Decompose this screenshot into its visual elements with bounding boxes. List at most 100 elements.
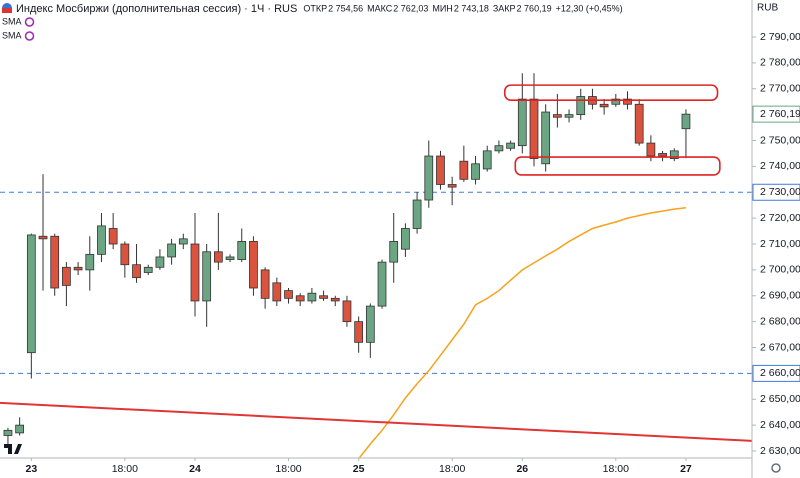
- candle-body: [658, 153, 667, 157]
- ohlc-value: 2 743,18: [454, 3, 489, 13]
- flag-icon-red: [2, 8, 12, 13]
- candle-body: [599, 103, 609, 108]
- y-tick-label: 2 770,00: [760, 83, 800, 95]
- annotation-rectangle: [503, 84, 719, 101]
- y-tick-label: 2 720,00: [760, 212, 800, 224]
- candle-body: [623, 98, 632, 105]
- candle-body: [447, 184, 457, 188]
- candle-body: [295, 295, 305, 302]
- ohlc-value: 2 760,19: [517, 3, 552, 13]
- y-tick-label: 2 750,00: [760, 134, 800, 146]
- logo-shape: [4, 444, 22, 454]
- candle-body: [365, 305, 375, 343]
- candle-body: [412, 199, 422, 229]
- candle-body: [190, 243, 200, 302]
- indicator-line: [0, 401, 752, 442]
- ohlc-value: 2 762,03: [393, 3, 428, 13]
- candle-body: [38, 235, 48, 240]
- candle-body: [459, 160, 469, 180]
- candle-body: [576, 96, 586, 116]
- candle-body: [120, 243, 130, 266]
- candle-body: [237, 241, 247, 260]
- candle-body: [342, 300, 352, 323]
- candle-body: [213, 251, 223, 263]
- candle-body: [307, 292, 317, 302]
- candle-body: [517, 98, 527, 147]
- symbol-title: Индекс Мосбиржи (дополнительная сессия) …: [16, 3, 297, 15]
- x-tick-label: 26: [516, 463, 528, 475]
- last-price-label: 2 760,19: [760, 108, 800, 120]
- candle-body: [669, 150, 679, 160]
- candle-body: [611, 98, 621, 105]
- candle-body: [167, 243, 176, 258]
- tv-logo: [4, 444, 22, 454]
- candle-body: [284, 290, 293, 299]
- candle-body: [319, 295, 328, 299]
- plot-area: [0, 73, 752, 458]
- candle-body: [155, 256, 165, 268]
- candle-body: [354, 321, 364, 343]
- y-tick-label: 2 740,00: [760, 160, 800, 172]
- y-tick-label: 2 670,00: [760, 341, 800, 353]
- y-tick-label: 2 690,00: [760, 290, 800, 302]
- x-tick-label: 27: [680, 463, 692, 475]
- hline-price-box: [752, 364, 800, 382]
- candle-body: [50, 235, 60, 289]
- y-tick-label: 2 650,00: [760, 393, 800, 405]
- candle-body: [132, 264, 141, 279]
- currency[interactable]: RUB: [757, 3, 778, 14]
- x-tick-label: 18:00: [603, 463, 629, 475]
- candle-body: [143, 266, 153, 273]
- candle-body: [15, 424, 25, 434]
- x-tick-label: 18:00: [275, 463, 301, 475]
- header: Индекс Мосбиржи (дополнительная сессия) …: [2, 3, 297, 15]
- x-tick-label: 24: [189, 463, 201, 475]
- candle-body: [377, 261, 387, 307]
- candle-body: [424, 155, 434, 201]
- ohlc-label: ОТКР: [303, 3, 327, 13]
- candle-body: [73, 266, 83, 271]
- x-tick-label: 18:00: [439, 463, 465, 475]
- y-tick-label: 2 680,00: [760, 315, 800, 327]
- axes: 2 630,00 2 640,00 2 650,00 2 660,00 2 670,00…: [25, 31, 800, 475]
- legend-label: SMA: [2, 30, 22, 40]
- candle-body: [272, 282, 282, 302]
- candle-body: [26, 234, 36, 354]
- y-tick-label: 2 700,00: [760, 264, 800, 276]
- y-tick-label: 2 640,00: [760, 419, 800, 431]
- candle-body: [482, 150, 492, 170]
- candle-body: [85, 253, 95, 271]
- legend: SMA SMA: [2, 16, 35, 41]
- candle-body: [249, 241, 258, 289]
- candle-body: [541, 111, 551, 165]
- legend-settings-icon: [24, 17, 35, 27]
- candle-body: [389, 241, 399, 263]
- x-tick-label: 23: [25, 463, 37, 475]
- candle-body: [401, 228, 410, 250]
- candle-body: [225, 256, 235, 260]
- candle-body: [529, 98, 539, 160]
- candle-body: [494, 145, 504, 152]
- settings-icon[interactable]: [771, 463, 781, 473]
- candle-body: [202, 251, 212, 302]
- indicator-line: [358, 207, 687, 458]
- candle-body: [634, 103, 644, 144]
- candle-body: [178, 238, 188, 245]
- y-tick-label: 2 630,00: [760, 445, 800, 457]
- ohlc-label: ЗАКР: [493, 3, 516, 13]
- candle-body: [471, 163, 480, 180]
- last-price-box: [752, 105, 800, 123]
- candle-body: [260, 269, 270, 299]
- legend-settings-icon: [24, 31, 35, 41]
- ohlc-label: МИН: [432, 3, 452, 13]
- hline-price-box: [752, 183, 800, 201]
- candle-body: [646, 142, 656, 157]
- candle-body: [506, 142, 515, 149]
- candle-body: [552, 114, 562, 118]
- ohlc-label: МАКС: [367, 3, 393, 13]
- hline-price-label: 2 730,00: [760, 186, 800, 198]
- candle-body: [436, 155, 445, 185]
- candle-body: [62, 266, 71, 286]
- y-tick-label: 2 710,00: [760, 238, 800, 250]
